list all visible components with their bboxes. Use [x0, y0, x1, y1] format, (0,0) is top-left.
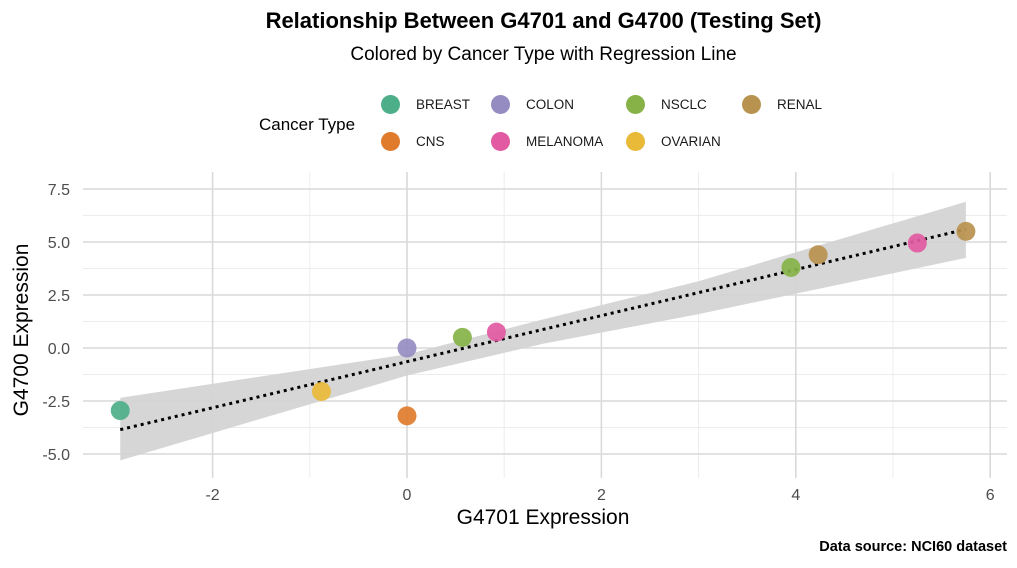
- data-point-colon: [397, 338, 417, 358]
- legend-key-dot: [742, 95, 761, 114]
- data-point-nsclc: [452, 327, 472, 347]
- regression-line: [119, 227, 967, 432]
- y-axis-label: G4700 Expression: [10, 244, 33, 417]
- y-tick-label: 2.5: [48, 288, 70, 305]
- x-tick-label: 4: [791, 487, 800, 504]
- data-points: [110, 221, 976, 426]
- legend-key-dot: [491, 132, 510, 151]
- x-tick-label: 2: [597, 487, 606, 504]
- data-point-cns: [397, 406, 417, 426]
- data-point-renal: [956, 221, 976, 241]
- legend-label: CNS: [416, 134, 445, 149]
- y-tick-labels: -5.0 -2.5 0.0 2.5 5.0 7.5: [42, 182, 70, 464]
- confidence-band-area: [120, 201, 966, 461]
- chart-subtitle: Colored by Cancer Type with Regression L…: [350, 44, 737, 65]
- chart-caption: Data source: NCI60 dataset: [819, 539, 1007, 555]
- x-tick-label: 6: [986, 487, 995, 504]
- data-point-nsclc: [781, 257, 801, 277]
- data-point-melanoma: [486, 322, 506, 342]
- y-tick-label: -2.5: [42, 394, 70, 411]
- legend-label: NSCLC: [661, 97, 707, 112]
- legend-key-dot: [626, 132, 645, 151]
- regression-line-path: [119, 227, 967, 432]
- x-axis-label: G4701 Expression: [457, 506, 630, 529]
- legend-label: MELANOMA: [526, 134, 604, 149]
- x-tick-label: -2: [205, 487, 219, 504]
- y-tick-label: -5.0: [42, 447, 70, 464]
- legend-key-dot: [381, 95, 400, 114]
- confidence-band: [120, 201, 966, 461]
- legend-label: BREAST: [416, 97, 471, 112]
- y-tick-label: 7.5: [48, 182, 70, 199]
- x-tick-label: 0: [403, 487, 412, 504]
- x-tick-labels: -2 0 2 4 6: [205, 487, 994, 504]
- data-point-melanoma: [907, 233, 927, 253]
- legend-key-dot: [491, 95, 510, 114]
- legend-label: COLON: [526, 97, 575, 112]
- data-point-breast: [110, 401, 130, 421]
- legend-key-dot: [626, 95, 645, 114]
- data-point-renal: [808, 245, 828, 265]
- legend-title: Cancer Type: [259, 115, 356, 134]
- legend-label: OVARIAN: [661, 134, 721, 149]
- y-tick-label: 5.0: [48, 235, 70, 252]
- y-tick-label: 0.0: [48, 341, 70, 358]
- legend-key-dot: [381, 132, 400, 151]
- data-point-ovarian: [311, 381, 331, 401]
- legend-label: RENAL: [777, 97, 823, 112]
- chart-title: Relationship Between G4701 and G4700 (Te…: [265, 8, 822, 33]
